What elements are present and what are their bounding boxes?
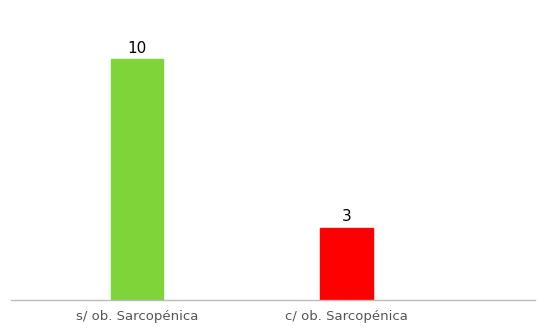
Text: 3: 3 bbox=[341, 209, 351, 224]
Bar bbox=[320, 228, 372, 300]
Bar bbox=[111, 59, 163, 300]
Text: 10: 10 bbox=[127, 41, 146, 56]
